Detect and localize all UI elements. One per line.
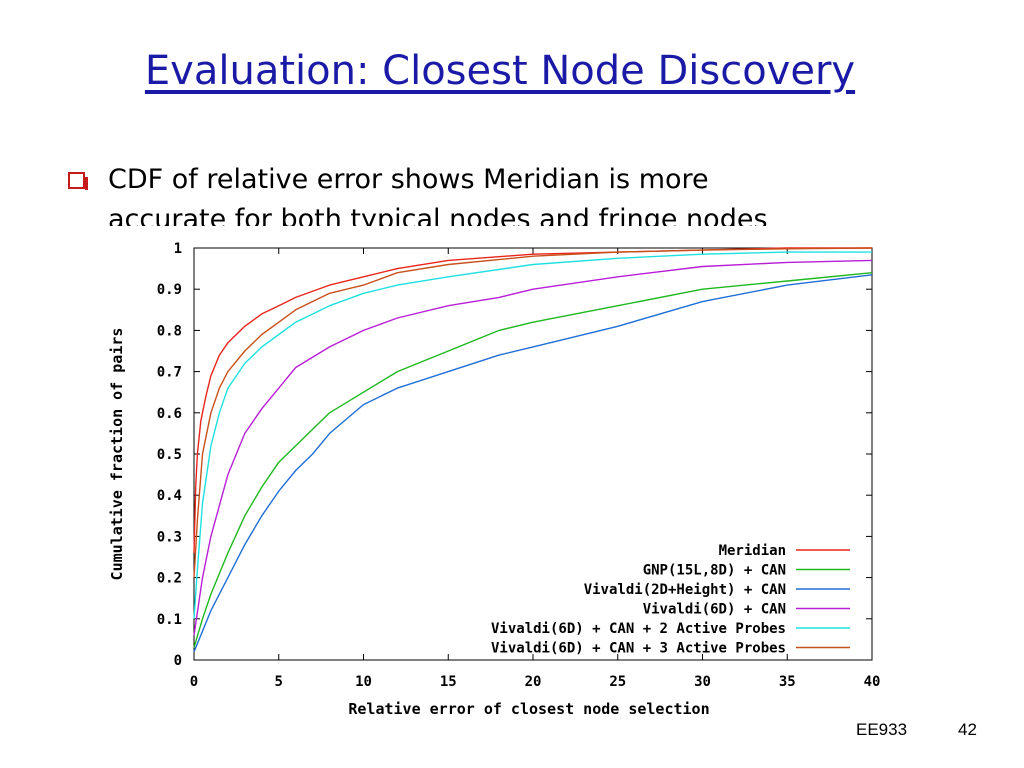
y-tick-label: 0.6 xyxy=(157,406,182,422)
y-tick-label: 0.4 xyxy=(157,488,182,504)
y-tick-label: 0.8 xyxy=(157,323,182,339)
legend-label: Vivaldi(6D) + CAN + 2 Active Probes xyxy=(491,621,786,637)
bullet-item: CDF of relative error shows Meridian is … xyxy=(68,160,970,226)
y-tick-label: 0.7 xyxy=(157,365,182,381)
bullet-line-1: CDF of relative error shows Meridian is … xyxy=(108,164,709,195)
x-tick-label: 40 xyxy=(864,674,881,690)
bullet-text: CDF of relative error shows Meridian is … xyxy=(108,160,970,226)
y-tick-label: 0.1 xyxy=(157,612,182,628)
y-tick-label: 0.2 xyxy=(157,571,182,587)
y-tick-label: 0.9 xyxy=(157,282,182,298)
x-tick-label: 0 xyxy=(190,674,198,690)
series-line-5 xyxy=(193,251,872,619)
y-tick-label: 1 xyxy=(174,241,182,257)
series-line-6 xyxy=(193,247,873,578)
legend-label: Vivaldi(6D) + CAN + 3 Active Probes xyxy=(491,641,786,657)
checkbox-bullet-icon xyxy=(68,172,88,190)
x-tick-label: 25 xyxy=(609,674,626,690)
legend-label: Vivaldi(2D+Height) + CAN xyxy=(584,582,786,598)
series-line-4 xyxy=(193,259,873,636)
x-axis-label: Relative error of closest node selection xyxy=(348,700,709,718)
y-tick-label: 0.5 xyxy=(157,447,182,463)
legend-label: Vivaldi(6D) + CAN xyxy=(643,602,786,618)
x-tick-label: 20 xyxy=(525,674,542,690)
x-tick-label: 10 xyxy=(355,674,372,690)
y-tick-label: 0.3 xyxy=(157,529,182,545)
legend-label: Meridian xyxy=(719,543,786,559)
bullet-line-2: accurate for both typical nodes and frin… xyxy=(108,204,768,226)
y-tick-label: 0 xyxy=(174,653,182,669)
x-tick-label: 30 xyxy=(694,674,711,690)
x-tick-label: 35 xyxy=(779,674,796,690)
y-axis-label: Cumulative fraction of pairs xyxy=(108,328,126,581)
x-tick-label: 5 xyxy=(275,674,283,690)
footer-course: EE933 xyxy=(856,720,908,739)
slide-title: Evaluation: Closest Node Discovery xyxy=(144,48,856,94)
x-tick-label: 15 xyxy=(440,674,457,690)
series-line-1 xyxy=(193,247,872,553)
series-line-3 xyxy=(193,274,873,653)
footer-page-number: 42 xyxy=(958,720,977,739)
series-line-2 xyxy=(193,272,873,648)
legend-label: GNP(15L,8D) + CAN xyxy=(643,563,786,579)
